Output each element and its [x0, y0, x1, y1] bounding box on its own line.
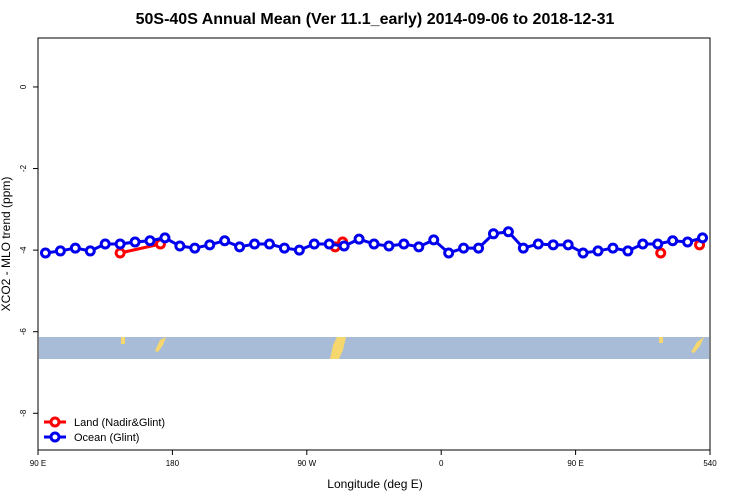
- data-point: [308, 238, 320, 250]
- data-point: [473, 242, 485, 254]
- data-point: [413, 241, 425, 253]
- data-point: [69, 242, 81, 254]
- data-point: [547, 239, 559, 251]
- x-tick-label: 0: [439, 459, 444, 468]
- data-point: [682, 236, 694, 248]
- x-tick-label: 90 E: [30, 459, 46, 468]
- data-point: [353, 233, 365, 245]
- x-tick-label: 540: [703, 459, 717, 468]
- data-point: [398, 238, 410, 250]
- data-point: [323, 238, 335, 250]
- data-point: [293, 244, 305, 256]
- data-point: [204, 239, 216, 251]
- legend-label: Ocean (Glint): [74, 432, 139, 444]
- y-tick-label: -2: [19, 164, 28, 172]
- x-tick-label: 180: [166, 459, 180, 468]
- data-point: [532, 238, 544, 250]
- y-tick-label: -8: [19, 409, 28, 417]
- data-point: [697, 232, 709, 244]
- legend-label: Land (Nadir&Glint): [74, 417, 165, 429]
- data-point: [502, 226, 514, 238]
- x-tick-label: 90 W: [297, 459, 316, 468]
- data-point: [159, 232, 171, 244]
- data-point: [129, 236, 141, 248]
- data-point: [383, 240, 395, 252]
- data-point: [84, 245, 96, 257]
- y-tick-label: -4: [19, 246, 28, 254]
- y-tick-label: 0: [19, 84, 28, 89]
- data-point: [219, 235, 231, 247]
- data-point: [114, 238, 126, 250]
- data-point: [144, 235, 156, 247]
- y-tick-label: -6: [19, 328, 28, 336]
- series-line: [119, 242, 161, 255]
- land-map-strip: [39, 337, 709, 359]
- data-point: [234, 241, 246, 253]
- data-point: [517, 242, 529, 254]
- data-point: [249, 238, 261, 250]
- data-point: [667, 235, 679, 247]
- data-point: [39, 247, 51, 259]
- legend-marker: [49, 431, 61, 443]
- data-point: [655, 247, 667, 259]
- data-point: [577, 247, 589, 259]
- data-point: [54, 245, 66, 257]
- data-point: [189, 242, 201, 254]
- data-point: [174, 240, 186, 252]
- data-point: [263, 238, 275, 250]
- data-point: [458, 242, 470, 254]
- chart-title: 50S-40S Annual Mean (Ver 11.1_early) 201…: [136, 11, 615, 28]
- legend-marker: [49, 416, 61, 428]
- data-point: [368, 238, 380, 250]
- data-point: [637, 238, 649, 250]
- data-point: [622, 245, 634, 257]
- data-point: [428, 234, 440, 246]
- data-point: [592, 245, 604, 257]
- data-point: [562, 239, 574, 251]
- data-point: [278, 242, 290, 254]
- plot-frame: [37, 37, 711, 451]
- data-point: [607, 242, 619, 254]
- y-axis-label: XCO2 - MLO trend (ppm): [0, 177, 13, 312]
- x-axis-label: Longitude (deg E): [327, 477, 422, 491]
- data-point: [487, 228, 499, 240]
- data-point: [338, 240, 350, 252]
- x-tick-label: 90 E: [567, 459, 583, 468]
- data-point: [443, 247, 455, 259]
- data-point: [652, 238, 664, 250]
- data-point: [114, 247, 126, 259]
- data-point: [99, 238, 111, 250]
